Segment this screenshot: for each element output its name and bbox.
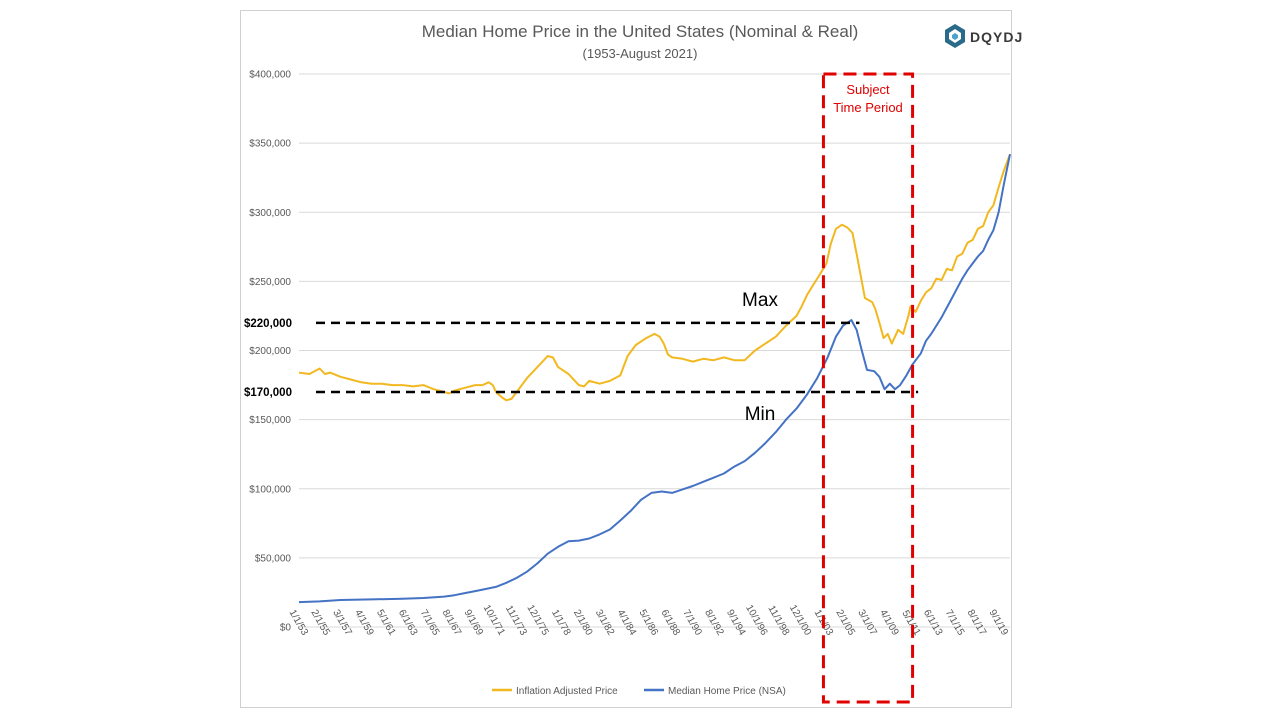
y-tick-label: $300,000 [249, 208, 291, 219]
y-tick-label: $0 [280, 623, 292, 634]
legend-label-inflation: Inflation Adjusted Price [516, 686, 618, 697]
legend: Inflation Adjusted Price Median Home Pri… [492, 686, 786, 697]
max-annotation: Max [742, 290, 778, 311]
logo: DQYDJ [945, 24, 1023, 48]
y-tick-label: $100,000 [249, 484, 291, 495]
subject-box-label-line1: Subject [846, 82, 890, 97]
y-tick-label: $400,000 [249, 70, 291, 81]
grid-layer [299, 73, 1010, 628]
min-value-label: $170,000 [244, 387, 292, 399]
chart-title: Median Home Price in the United States (… [422, 22, 859, 41]
subject-box-label-line2: Time Period [833, 100, 903, 115]
min-annotation: Min [745, 404, 776, 425]
logo-text: DQYDJ [970, 29, 1023, 45]
y-tick-label: $350,000 [249, 139, 291, 150]
series-layer [298, 153, 1011, 604]
chart-subtitle: (1953-August 2021) [583, 46, 698, 61]
y-tick-label: $150,000 [249, 415, 291, 426]
y-tick-label: $50,000 [255, 553, 292, 564]
logo-mark-icon [945, 24, 965, 48]
subject-time-period-box [821, 72, 915, 704]
y-tick-label: $250,000 [249, 277, 291, 288]
y-tick-label: $200,000 [249, 346, 291, 357]
legend-label-nominal: Median Home Price (NSA) [668, 686, 786, 697]
series-line-inflation-adjusted [298, 153, 1011, 402]
series-line-median-home-price [298, 154, 1011, 604]
max-value-label: $220,000 [244, 318, 292, 330]
annotation-layer: $220,000 $170,000 Max Min Subject Time Period [244, 72, 919, 704]
y-tick-labels: $0 $50,000 $100,000 $150,000 $200,000 $250,00… [249, 70, 291, 634]
